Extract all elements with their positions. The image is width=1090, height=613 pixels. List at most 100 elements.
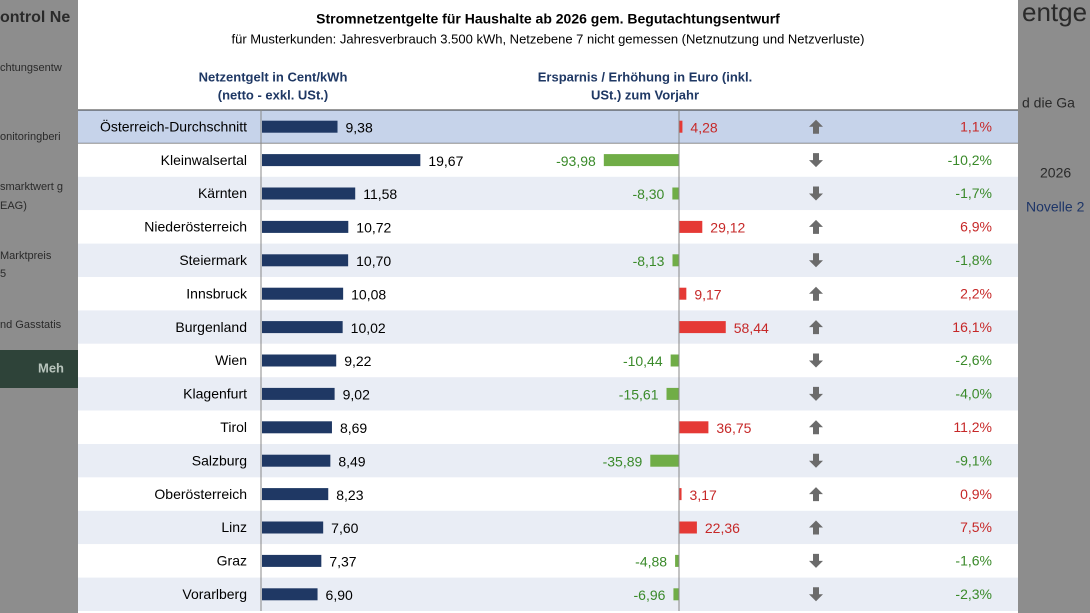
bar (666, 387, 679, 400)
bg-text: 5 (0, 268, 6, 280)
category-label: Österreich-Durchschnitt (100, 117, 247, 134)
row-background (78, 210, 1018, 244)
percent-label: -9,1% (955, 452, 992, 468)
bar (262, 220, 349, 233)
bar (670, 354, 679, 367)
value-label: -10,44 (623, 353, 663, 369)
percent-label: -10,2% (948, 152, 992, 168)
bar (603, 154, 679, 167)
bar (679, 321, 726, 334)
bar (262, 454, 331, 467)
percent-label: 1,1% (960, 118, 992, 134)
row-background (78, 377, 1018, 411)
value-label: 4,28 (690, 119, 717, 135)
value-label: -15,61 (619, 387, 659, 403)
row-background (78, 477, 1018, 511)
category-label: Kleinwalsertal (161, 152, 247, 168)
value-label: 58,44 (734, 320, 769, 336)
bar (675, 554, 679, 567)
column-header: USt.) zum Vorjahr (591, 87, 699, 102)
trend-arrow (809, 453, 823, 468)
value-label: 8,69 (340, 420, 367, 436)
bg-text: entge (1022, 0, 1087, 27)
bar (650, 454, 679, 467)
value-label: 10,72 (356, 220, 391, 236)
value-label: 19,67 (428, 153, 463, 169)
trend-arrow (809, 320, 823, 335)
category-label: Innsbruck (186, 285, 248, 301)
value-label: -35,89 (603, 453, 643, 469)
category-label: Wien (215, 352, 247, 368)
value-label: 9,02 (343, 387, 370, 403)
category-label: Klagenfurt (183, 386, 247, 402)
percent-label: 16,1% (952, 319, 992, 335)
row-background (78, 510, 1018, 545)
row-background (78, 243, 1018, 277)
bar (262, 321, 343, 334)
category-label: Burgenland (175, 319, 247, 335)
trend-arrow (809, 386, 823, 401)
bar (679, 521, 697, 534)
trend-arrow (809, 286, 823, 301)
trend-arrow (809, 253, 823, 268)
value-label: 22,36 (705, 520, 740, 536)
percent-label: -2,3% (955, 586, 992, 602)
value-label: 10,08 (351, 286, 386, 302)
bg-text: EAG) (0, 200, 27, 212)
bar (262, 287, 344, 300)
value-label: -8,30 (632, 186, 664, 202)
value-label: -8,13 (633, 253, 665, 269)
row-background (78, 410, 1018, 444)
row-background (78, 444, 1018, 478)
value-label: 9,22 (344, 353, 371, 369)
category-label: Oberösterreich (154, 486, 247, 502)
percent-label: -1,7% (955, 185, 992, 201)
bg-text: Novelle 2 (1026, 199, 1085, 215)
value-label: -93,98 (556, 153, 596, 169)
bar (262, 421, 332, 434)
bar (262, 187, 356, 200)
percent-label: 7,5% (960, 519, 992, 535)
bg-text: d die Ga (1022, 95, 1075, 111)
value-label: 7,60 (331, 520, 358, 536)
percent-label: -1,6% (955, 553, 992, 569)
bar (262, 488, 329, 501)
bar (672, 254, 679, 267)
value-label: 9,17 (694, 286, 721, 302)
value-label: 9,38 (346, 119, 373, 135)
button[interactable] (0, 350, 78, 388)
value-label: 10,02 (351, 320, 386, 336)
bar (262, 588, 318, 601)
percent-label: 0,9% (960, 486, 992, 502)
category-label: Steiermark (179, 252, 248, 268)
row-background (78, 143, 1018, 177)
percent-label: -2,6% (955, 352, 992, 368)
percent-label: 6,9% (960, 219, 992, 235)
value-label: 29,12 (710, 220, 745, 236)
bar (262, 154, 421, 167)
bg-text: smarktwert g (0, 181, 63, 193)
trend-arrow (809, 153, 823, 168)
bar (679, 220, 703, 233)
bar (262, 354, 337, 367)
bg-text: ontrol Ne (0, 9, 70, 26)
trend-arrow (809, 587, 823, 602)
bg-text: onitoringberi (0, 131, 61, 143)
bar (262, 387, 335, 400)
bar (679, 120, 683, 133)
category-label: Graz (217, 553, 247, 569)
trend-arrow (809, 186, 823, 201)
value-label: 3,17 (690, 487, 717, 503)
trend-arrow (809, 353, 823, 368)
bar (679, 421, 709, 434)
row-background (78, 110, 1018, 144)
bar (679, 287, 687, 300)
chart-subtitle: für Musterkunden: Jahresverbrauch 3.500 … (231, 31, 864, 46)
category-label: Kärnten (198, 185, 247, 201)
value-label: 10,70 (356, 253, 391, 269)
row-background (78, 343, 1018, 378)
value-label: 6,90 (326, 587, 353, 603)
bg-text: 2026 (1040, 165, 1071, 181)
bg-text: chtungsentw (0, 62, 62, 74)
